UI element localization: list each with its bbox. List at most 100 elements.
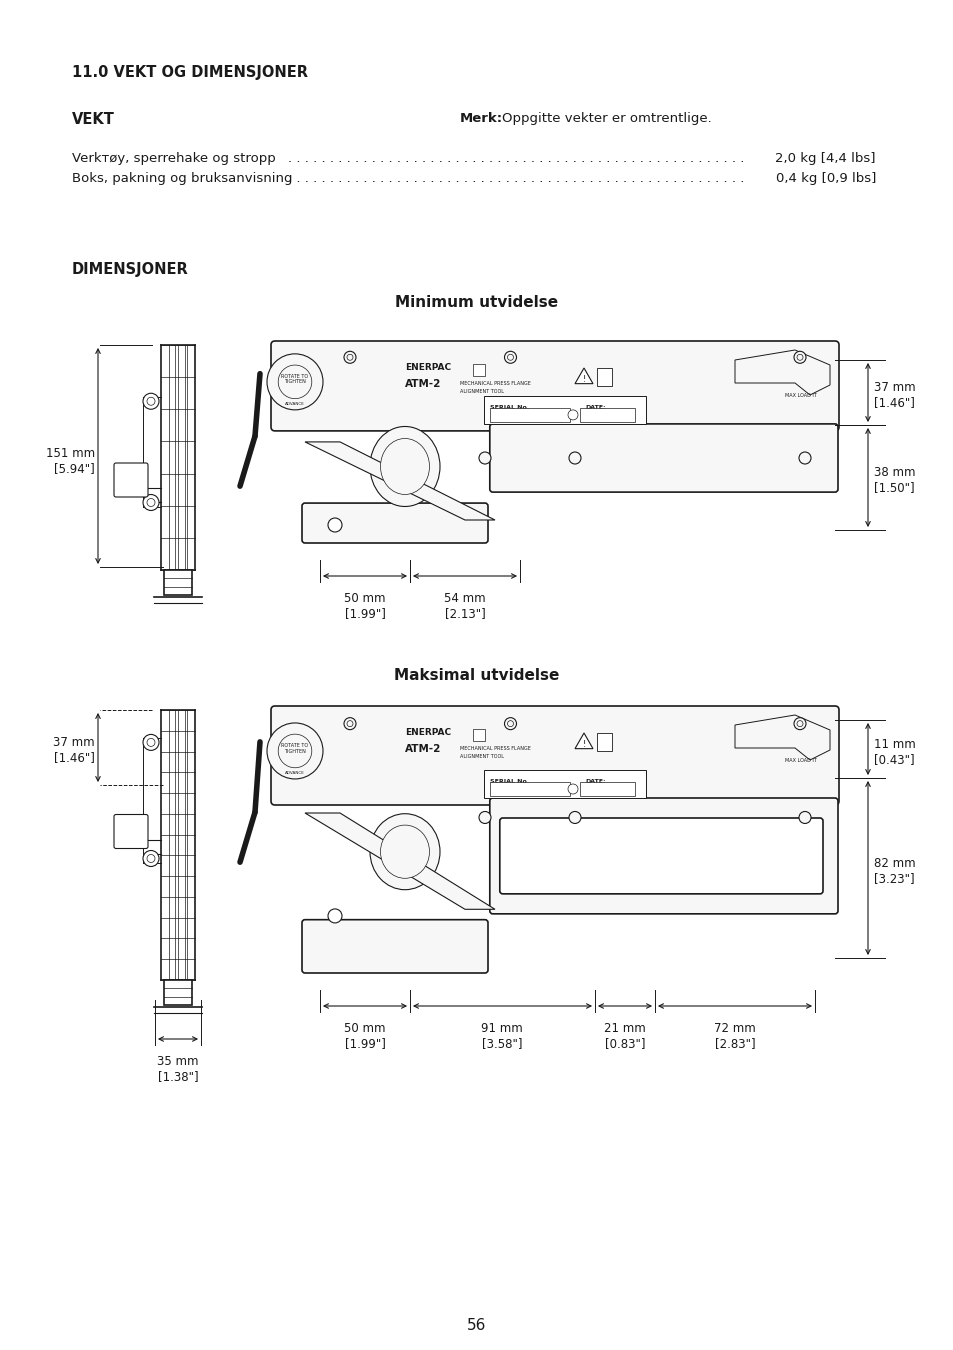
- Polygon shape: [575, 733, 593, 749]
- Text: 37 mm
[1.46"]: 37 mm [1.46"]: [53, 736, 95, 764]
- Text: Merk:: Merk:: [459, 112, 502, 126]
- Bar: [473, 364, 484, 377]
- Text: ADVANCE: ADVANCE: [285, 402, 305, 406]
- Polygon shape: [734, 350, 829, 396]
- FancyBboxPatch shape: [113, 814, 148, 849]
- Circle shape: [478, 452, 491, 464]
- Bar: [597, 369, 612, 386]
- FancyBboxPatch shape: [113, 463, 148, 497]
- Circle shape: [147, 498, 154, 506]
- Text: 50 mm
[1.99"]: 50 mm [1.99"]: [344, 593, 385, 620]
- Circle shape: [347, 721, 353, 726]
- Text: 56: 56: [467, 1318, 486, 1332]
- FancyBboxPatch shape: [302, 504, 488, 543]
- Text: 91 mm
[3.58"]: 91 mm [3.58"]: [480, 1022, 522, 1050]
- Text: 38 mm
[1.50"]: 38 mm [1.50"]: [873, 466, 915, 494]
- Text: ALIGNMENT TOOL: ALIGNMENT TOOL: [459, 389, 503, 394]
- Text: ROTATE TO
TIGHTEN: ROTATE TO TIGHTEN: [281, 743, 308, 753]
- Circle shape: [278, 734, 312, 768]
- Circle shape: [347, 354, 353, 360]
- Circle shape: [504, 351, 516, 363]
- Circle shape: [796, 721, 802, 726]
- Text: ATM-2: ATM-2: [405, 379, 441, 389]
- Text: ATM-2: ATM-2: [405, 744, 441, 755]
- Text: 54 mm
[2.13"]: 54 mm [2.13"]: [444, 593, 485, 620]
- Circle shape: [147, 738, 154, 747]
- Circle shape: [796, 354, 802, 360]
- Text: 11.0 VEKT OG DIMENSJONER: 11.0 VEKT OG DIMENSJONER: [71, 65, 308, 80]
- Bar: [164, 570, 192, 595]
- Text: SERIAL No.: SERIAL No.: [490, 779, 529, 784]
- Text: 82 mm
[3.23"]: 82 mm [3.23"]: [873, 857, 915, 886]
- FancyBboxPatch shape: [271, 706, 838, 805]
- Text: 72 mm
[2.83"]: 72 mm [2.83"]: [714, 1022, 755, 1050]
- Text: DATE:: DATE:: [584, 405, 605, 410]
- Circle shape: [507, 354, 513, 360]
- FancyBboxPatch shape: [483, 769, 645, 798]
- Ellipse shape: [380, 439, 429, 494]
- Circle shape: [504, 718, 516, 729]
- Text: ALIGNMENT TOOL: ALIGNMENT TOOL: [459, 755, 503, 759]
- Text: 35 mm
[1.38"]: 35 mm [1.38"]: [157, 1054, 198, 1083]
- Text: Oppgitte vekter er omtrentlige.: Oppgitte vekter er omtrentlige.: [501, 112, 711, 126]
- Polygon shape: [305, 441, 495, 520]
- Circle shape: [507, 721, 513, 726]
- Circle shape: [567, 784, 578, 794]
- Circle shape: [143, 393, 159, 409]
- Ellipse shape: [370, 427, 439, 506]
- Text: 151 mm
[5.94"]: 151 mm [5.94"]: [46, 447, 95, 475]
- Text: ENERPAC: ENERPAC: [405, 728, 451, 737]
- Circle shape: [147, 855, 154, 863]
- FancyBboxPatch shape: [499, 818, 822, 894]
- Text: DIMENSJONER: DIMENSJONER: [71, 262, 189, 277]
- Circle shape: [568, 811, 580, 824]
- Text: 37 mm
[1.46"]: 37 mm [1.46"]: [873, 381, 915, 409]
- Circle shape: [344, 718, 355, 729]
- Polygon shape: [575, 369, 593, 383]
- Ellipse shape: [370, 814, 439, 890]
- Text: 2,0 kg [4,4 lbs]: 2,0 kg [4,4 lbs]: [775, 153, 875, 165]
- Circle shape: [278, 364, 312, 398]
- Text: 50 mm
[1.99"]: 50 mm [1.99"]: [344, 1022, 385, 1050]
- Circle shape: [143, 734, 159, 751]
- Circle shape: [267, 724, 323, 779]
- Text: . . . . . . . . . . . . . . . . . . . . . . . . . . . . . . . . . . . . . . . . : . . . . . . . . . . . . . . . . . . . . …: [288, 171, 743, 185]
- Circle shape: [793, 351, 805, 363]
- Circle shape: [143, 494, 159, 510]
- Bar: [490, 782, 569, 796]
- Circle shape: [567, 410, 578, 420]
- Bar: [164, 980, 192, 1004]
- Circle shape: [799, 452, 810, 464]
- FancyBboxPatch shape: [483, 396, 645, 424]
- Text: MECHANICAL PRESS FLANGE: MECHANICAL PRESS FLANGE: [459, 747, 530, 751]
- FancyBboxPatch shape: [271, 342, 838, 431]
- Bar: [473, 729, 484, 741]
- Text: . . . . . . . . . . . . . . . . . . . . . . . . . . . . . . . . . . . . . . . . : . . . . . . . . . . . . . . . . . . . . …: [288, 153, 743, 165]
- FancyBboxPatch shape: [489, 424, 837, 493]
- Text: !: !: [581, 740, 585, 749]
- Text: MECHANICAL PRESS FLANGE: MECHANICAL PRESS FLANGE: [459, 381, 530, 386]
- Bar: [579, 782, 635, 796]
- Ellipse shape: [380, 825, 429, 879]
- FancyBboxPatch shape: [489, 798, 837, 914]
- Text: !: !: [581, 375, 585, 385]
- Circle shape: [344, 351, 355, 363]
- Text: Verkтøy, sperrehake og stropp: Verkтøy, sperrehake og stropp: [71, 153, 275, 165]
- Polygon shape: [305, 813, 495, 910]
- Text: MAX LOAD IT: MAX LOAD IT: [784, 757, 816, 763]
- Text: Boks, pakning og bruksanvisning: Boks, pakning og bruksanvisning: [71, 171, 293, 185]
- Circle shape: [478, 811, 491, 824]
- Text: 0,4 kg [0,9 lbs]: 0,4 kg [0,9 lbs]: [775, 171, 875, 185]
- Text: 11 mm
[0.43"]: 11 mm [0.43"]: [873, 738, 915, 765]
- Text: 21 mm
[0.83"]: 21 mm [0.83"]: [603, 1022, 645, 1050]
- Polygon shape: [734, 716, 829, 760]
- Circle shape: [799, 811, 810, 824]
- Circle shape: [793, 718, 805, 729]
- Text: Maksimal utvidelse: Maksimal utvidelse: [394, 668, 559, 683]
- Text: ROTATE TO
TIGHTEN: ROTATE TO TIGHTEN: [281, 374, 308, 385]
- FancyBboxPatch shape: [302, 919, 488, 973]
- Text: DATE:: DATE:: [584, 779, 605, 784]
- Circle shape: [328, 909, 341, 923]
- Circle shape: [328, 518, 341, 532]
- Text: ADVANCE: ADVANCE: [285, 771, 305, 775]
